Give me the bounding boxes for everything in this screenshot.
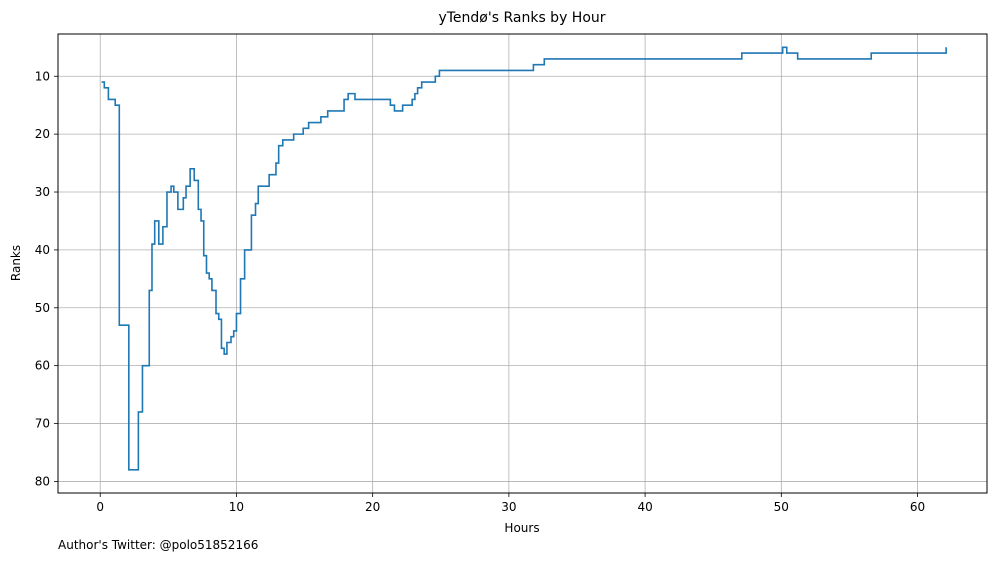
ticks: 0 10 20 30 40 50 60 10 20 30 40 50 60 70 80 — [35, 69, 925, 514]
y-tick-label: 80 — [35, 474, 50, 488]
y-tick-label: 20 — [35, 127, 50, 141]
series — [101, 46, 947, 471]
x-tick-label: 40 — [637, 500, 652, 514]
y-tick-label: 50 — [35, 301, 50, 315]
x-tick-label: 60 — [910, 500, 925, 514]
y-tick-label: 60 — [35, 359, 50, 373]
y-tick-label: 40 — [35, 243, 50, 257]
x-tick-label: 50 — [774, 500, 789, 514]
y-tick-label: 30 — [35, 185, 50, 199]
chart-title: yTendø's Ranks by Hour — [438, 10, 605, 26]
x-axis-label: Hours — [504, 521, 539, 535]
x-tick-label: 20 — [365, 500, 380, 514]
y-tick-label: 10 — [35, 69, 50, 83]
x-tick-label: 10 — [229, 500, 244, 514]
rank-series-line — [101, 46, 947, 471]
y-tick-label: 70 — [35, 417, 50, 431]
x-tick-label: 30 — [501, 500, 516, 514]
grid — [58, 34, 987, 493]
x-tick-label: 0 — [96, 500, 104, 514]
plot-frame — [57, 33, 988, 494]
y-axis-label: Ranks — [9, 245, 23, 281]
author-footnote: Author's Twitter: @polo51852166 — [58, 538, 259, 552]
